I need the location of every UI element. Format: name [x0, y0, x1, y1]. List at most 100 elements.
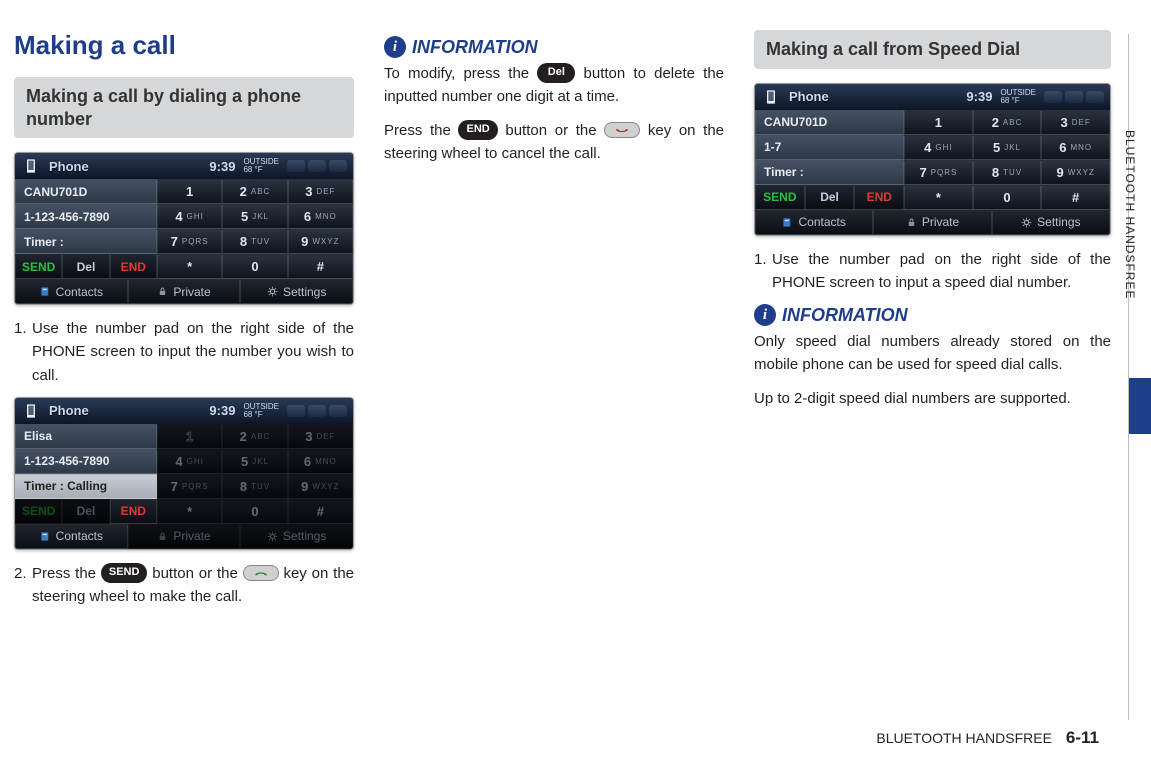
- info-row-1: 1-123-456-7890: [15, 204, 157, 229]
- section-title: Making a call: [14, 30, 354, 61]
- action-end[interactable]: END: [854, 185, 904, 210]
- footer-contacts[interactable]: Contacts: [15, 279, 128, 304]
- phone-title: Phone: [49, 403, 89, 418]
- keypad-9[interactable]: 9WXYZ: [288, 229, 353, 254]
- column-3: Making a call from Speed Dial Phone 9:39 O…: [754, 30, 1111, 710]
- keypad-8[interactable]: 8TUV: [973, 160, 1042, 185]
- phone-temp: OUTSIDE68 °F: [1000, 89, 1036, 105]
- keypad-8[interactable]: 8TUV: [222, 474, 287, 499]
- keypad-3[interactable]: 3DEF: [1041, 110, 1110, 135]
- keypad-*[interactable]: *: [157, 499, 222, 524]
- side-tab-label: BLUETOOTH HANDSFREE: [1123, 130, 1137, 299]
- info-row-2: Timer : Calling: [15, 474, 157, 499]
- end-pill: END: [458, 120, 497, 140]
- keypad-9[interactable]: 9WXYZ: [1041, 160, 1110, 185]
- keypad-0[interactable]: 0: [222, 499, 287, 524]
- info-heading-2: i INFORMATION: [754, 304, 1111, 326]
- footer-page: 6-11: [1066, 728, 1099, 748]
- keypad-0[interactable]: 0: [973, 185, 1042, 210]
- column-1: Making a call Making a call by dialing a…: [14, 30, 354, 710]
- footer-settings[interactable]: Settings: [240, 279, 353, 304]
- subheading-speed-dial: Making a call from Speed Dial: [754, 30, 1111, 69]
- phone-icon: [21, 401, 41, 421]
- call-key-icon: [243, 565, 279, 581]
- info-row-1: 1-7: [755, 135, 904, 160]
- action-send[interactable]: SEND: [15, 254, 62, 279]
- keypad-3[interactable]: 3DEF: [288, 179, 353, 204]
- phone-title: Phone: [49, 159, 89, 174]
- keypad-#[interactable]: #: [288, 499, 353, 524]
- footer-label: BLUETOOTH HANDSFREE: [876, 730, 1052, 746]
- footer-settings[interactable]: Settings: [992, 210, 1110, 235]
- action-del[interactable]: Del: [62, 254, 109, 279]
- keypad-4[interactable]: 4GHI: [904, 135, 973, 160]
- status-icons: [287, 405, 347, 417]
- phone-screen-1: Phone 9:39 OUTSIDE68 °F CANU701D1-123-456-7…: [14, 152, 354, 305]
- action-del[interactable]: Del: [805, 185, 855, 210]
- col2-p2: Press the END button or the key on the s…: [384, 119, 724, 166]
- action-del[interactable]: Del: [62, 499, 109, 524]
- footer-settings[interactable]: Settings: [240, 524, 353, 549]
- keypad-*[interactable]: *: [157, 254, 222, 279]
- keypad-#[interactable]: #: [288, 254, 353, 279]
- phone-screen-3: Phone9:39OUTSIDE68 °FCANU701D1-7Timer :S…: [754, 83, 1111, 236]
- footer-private[interactable]: Private: [128, 279, 241, 304]
- keypad-0[interactable]: 0: [222, 254, 287, 279]
- info-row-1: 1-123-456-7890: [15, 449, 157, 474]
- keypad-5[interactable]: 5JKL: [222, 204, 287, 229]
- phone-time: 9:39: [966, 89, 992, 104]
- phone-title: Phone: [789, 89, 829, 104]
- subheading-dial-number: Making a call by dialing a phone number: [14, 77, 354, 138]
- phone-temp: OUTSIDE68 °F: [243, 158, 279, 174]
- phone-icon: [761, 87, 781, 107]
- col3-p2: Up to 2-digit speed dial numbers are sup…: [754, 387, 1111, 410]
- keypad-#[interactable]: #: [1041, 185, 1110, 210]
- info-row-2: Timer :: [15, 229, 157, 254]
- keypad-6[interactable]: 6MNO: [288, 449, 353, 474]
- info-row-0: Elisa: [15, 424, 157, 449]
- column-2: i INFORMATION To modify, press the Del b…: [384, 30, 724, 710]
- keypad-7[interactable]: 7PQRS: [157, 229, 222, 254]
- col3-step1: 1. Use the number pad on the right side …: [754, 248, 1111, 295]
- info-icon: i: [754, 304, 776, 326]
- footer-contacts[interactable]: Contacts: [15, 524, 128, 549]
- keypad-6[interactable]: 6MNO: [288, 204, 353, 229]
- phone-screen-2: Phone 9:39 OUTSIDE68 °F Elisa1-123-456-7890…: [14, 397, 354, 550]
- keypad-7[interactable]: 7PQRS: [157, 474, 222, 499]
- action-end[interactable]: END: [110, 499, 157, 524]
- keypad-5[interactable]: 5JKL: [973, 135, 1042, 160]
- footer-private[interactable]: Private: [873, 210, 991, 235]
- info-icon: i: [384, 36, 406, 58]
- keypad-9[interactable]: 9WXYZ: [288, 474, 353, 499]
- info-heading-1: i INFORMATION: [384, 36, 724, 58]
- col1-step2: 2. Press the SEND button or the key on t…: [14, 562, 354, 609]
- keypad-5[interactable]: 5JKL: [222, 449, 287, 474]
- keypad-6[interactable]: 6MNO: [1041, 135, 1110, 160]
- keypad-4[interactable]: 4GHI: [157, 449, 222, 474]
- keypad-8[interactable]: 8TUV: [222, 229, 287, 254]
- action-send[interactable]: SEND: [755, 185, 805, 210]
- keypad-3[interactable]: 3DEF: [288, 424, 353, 449]
- keypad-1[interactable]: 1: [904, 110, 973, 135]
- phone-time: 9:39: [209, 403, 235, 418]
- info-row-0: CANU701D: [755, 110, 904, 135]
- keypad-*[interactable]: *: [904, 185, 973, 210]
- keypad-1[interactable]: 1: [157, 424, 222, 449]
- side-accent: [1129, 378, 1151, 434]
- footer-private[interactable]: Private: [128, 524, 241, 549]
- action-end[interactable]: END: [110, 254, 157, 279]
- col2-p1: To modify, press the Del button to delet…: [384, 62, 724, 109]
- keypad-2[interactable]: 2ABC: [222, 424, 287, 449]
- info-row-2: Timer :: [755, 160, 904, 185]
- keypad-2[interactable]: 2ABC: [973, 110, 1042, 135]
- phone-time: 9:39: [209, 159, 235, 174]
- footer-contacts[interactable]: Contacts: [755, 210, 873, 235]
- keypad-4[interactable]: 4GHI: [157, 204, 222, 229]
- action-send[interactable]: SEND: [15, 499, 62, 524]
- phone-icon: [21, 156, 41, 176]
- keypad-7[interactable]: 7PQRS: [904, 160, 973, 185]
- info-row-0: CANU701D: [15, 179, 157, 204]
- keypad-2[interactable]: 2ABC: [222, 179, 287, 204]
- keypad-1[interactable]: 1: [157, 179, 222, 204]
- phone-temp: OUTSIDE68 °F: [243, 403, 279, 419]
